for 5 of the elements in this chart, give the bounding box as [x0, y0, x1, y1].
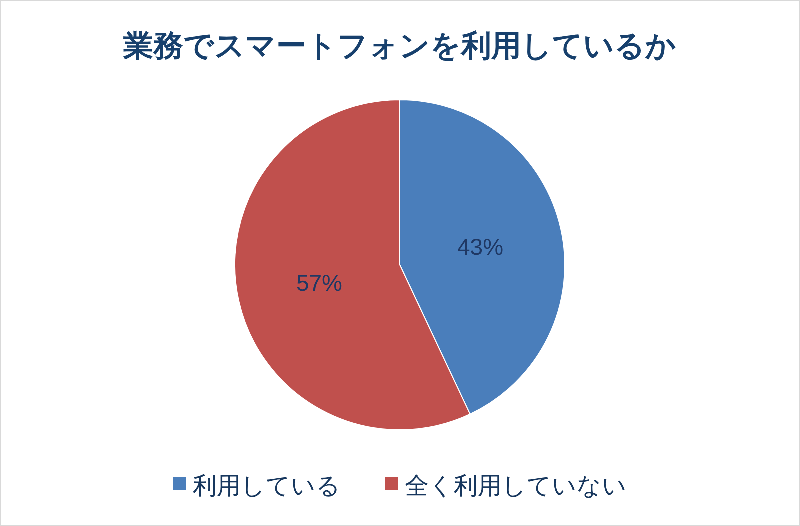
legend-label: 全く利用していない [405, 473, 627, 500]
chart-title: 業務でスマートフォンを利用しているか [122, 30, 676, 63]
legend-label: 利用している [193, 473, 341, 500]
data-label: 43% [457, 234, 504, 260]
data-label: 57% [296, 270, 343, 296]
